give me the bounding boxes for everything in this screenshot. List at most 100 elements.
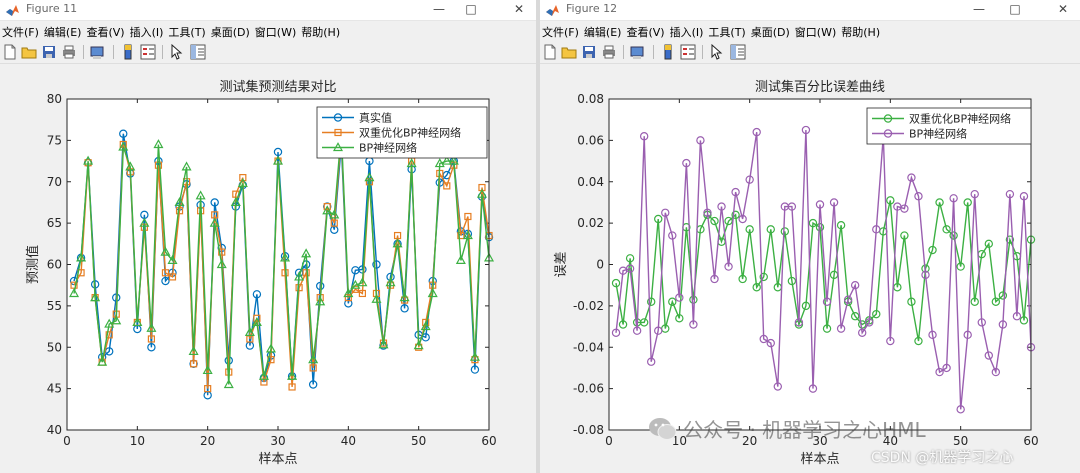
print-preview-icon[interactable] xyxy=(90,44,106,60)
menu-view[interactable]: 查看(V) xyxy=(86,26,125,39)
close-icon[interactable]: ✕ xyxy=(513,2,525,16)
minimize-icon[interactable]: — xyxy=(433,2,445,16)
x-tick-label: 30 xyxy=(812,434,827,448)
y-tick-label: 45 xyxy=(47,382,62,396)
data-point xyxy=(1005,235,1015,244)
data-point xyxy=(455,254,466,264)
axes-box xyxy=(608,98,1032,431)
data-point xyxy=(808,218,818,228)
print-preview-icon[interactable] xyxy=(630,44,646,60)
pointer-icon[interactable] xyxy=(708,44,724,60)
menu-window[interactable]: 窗口(W) xyxy=(794,26,837,39)
data-point xyxy=(668,297,677,306)
data-point xyxy=(343,288,354,298)
y-tick-label: -0.02 xyxy=(573,299,604,313)
menu-tools[interactable]: 工具(T) xyxy=(168,26,206,39)
menu-bar: 文件(F) 编辑(E) 查看(V) 插入(I) 工具(T) 桌面(D) 窗口(W) 帮助(H) xyxy=(0,21,536,41)
x-tick-label: 0 xyxy=(605,434,613,448)
data-point xyxy=(147,335,155,343)
data-point xyxy=(413,340,424,350)
data-point xyxy=(668,231,677,240)
menu-desktop[interactable]: 桌面(D) xyxy=(750,26,790,39)
data-point xyxy=(724,216,733,226)
menu-help[interactable]: 帮助(H) xyxy=(301,26,341,39)
chart-title: 测试集预测结果对比 xyxy=(219,79,336,95)
new-file-icon[interactable] xyxy=(542,44,558,60)
maximize-icon[interactable]: □ xyxy=(465,2,477,16)
menu-edit[interactable]: 编辑(E) xyxy=(43,26,82,39)
data-point xyxy=(731,187,740,197)
toolbar xyxy=(540,41,1080,64)
print-icon[interactable] xyxy=(61,44,77,60)
menu-edit[interactable]: 编辑(E) xyxy=(583,26,622,39)
data-point xyxy=(190,360,198,368)
menu-insert[interactable]: 插入(I) xyxy=(129,26,164,39)
menu-bar: 文件(F) 编辑(E) 查看(V) 插入(I) 工具(T) 桌面(D) 窗口(W) 帮助(H) xyxy=(540,21,1080,41)
data-point xyxy=(258,370,269,380)
data-point xyxy=(181,161,192,171)
data-point xyxy=(907,173,916,182)
title-bar: Figure 12 — □ ✕ xyxy=(540,0,1080,21)
menu-file[interactable]: 文件(F) xyxy=(2,26,39,39)
menu-insert[interactable]: 插入(I) xyxy=(669,26,704,39)
minimize-icon[interactable]: — xyxy=(973,2,985,16)
legend-icon[interactable] xyxy=(680,44,696,60)
menu-window[interactable]: 窗口(W) xyxy=(254,26,297,39)
property-inspector-icon[interactable] xyxy=(190,44,206,60)
data-point xyxy=(766,338,775,348)
colorbar-icon[interactable] xyxy=(120,44,136,60)
new-file-icon[interactable] xyxy=(2,44,18,60)
pointer-icon[interactable] xyxy=(168,44,184,60)
data-point xyxy=(265,343,276,353)
y-tick-label: -0.04 xyxy=(573,340,604,354)
menu-file[interactable]: 文件(F) xyxy=(542,26,579,39)
open-folder-icon[interactable] xyxy=(21,44,37,60)
matlab-logo-icon xyxy=(6,5,19,16)
data-point xyxy=(330,219,338,227)
data-point xyxy=(900,231,909,240)
save-icon[interactable] xyxy=(581,44,597,60)
y-tick-label: 50 xyxy=(47,340,62,354)
series-line xyxy=(615,200,1032,342)
colorbar-icon[interactable] xyxy=(660,44,676,60)
data-point xyxy=(308,380,318,389)
menu-help[interactable]: 帮助(H) xyxy=(841,26,881,39)
data-point xyxy=(886,196,895,205)
maximize-icon[interactable]: □ xyxy=(1009,2,1021,16)
menu-view[interactable]: 查看(V) xyxy=(626,26,665,39)
data-point xyxy=(956,405,965,414)
data-point xyxy=(703,208,712,217)
data-point xyxy=(907,297,916,306)
data-point xyxy=(815,200,825,209)
legend-marker xyxy=(883,114,893,123)
data-point xyxy=(301,248,312,258)
data-point xyxy=(942,225,951,234)
menu-tools[interactable]: 工具(T) xyxy=(708,26,746,39)
data-point xyxy=(443,182,451,190)
data-point xyxy=(83,155,94,165)
menu-desktop[interactable]: 桌面(D) xyxy=(210,26,250,39)
data-point xyxy=(675,293,684,302)
save-icon[interactable] xyxy=(41,44,57,60)
data-point xyxy=(174,197,185,207)
legend-box xyxy=(866,107,1032,145)
property-inspector-icon[interactable] xyxy=(730,44,746,60)
data-point xyxy=(309,364,317,372)
open-folder-icon[interactable] xyxy=(561,44,577,60)
data-point xyxy=(364,172,375,182)
legend-icon[interactable] xyxy=(140,44,156,60)
data-point xyxy=(935,198,944,207)
data-point xyxy=(204,385,212,393)
data-point xyxy=(759,272,768,282)
x-axis-label: 样本点 xyxy=(258,452,297,467)
data-point xyxy=(210,198,219,207)
x-tick-label: 40 xyxy=(883,434,898,448)
data-point xyxy=(160,246,171,256)
data-point xyxy=(462,230,473,240)
print-icon[interactable] xyxy=(601,44,617,60)
data-point xyxy=(766,225,775,234)
data-point xyxy=(385,277,396,287)
figure-window-12: Figure 12 — □ ✕ 文件(F) 编辑(E) 查看(V) 插入(I) 工具(T… xyxy=(540,0,1080,473)
series-2 xyxy=(611,125,1036,414)
close-icon[interactable]: ✕ xyxy=(1057,2,1069,16)
